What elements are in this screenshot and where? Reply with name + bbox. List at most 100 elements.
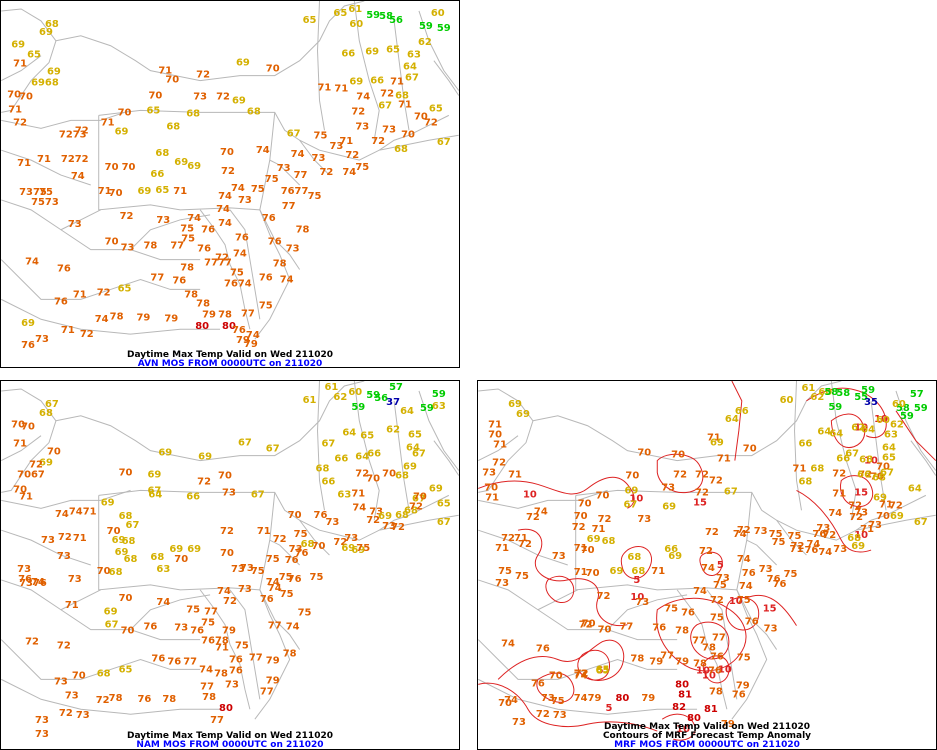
station-temp-value: 76	[229, 665, 243, 676]
station-temp-value: 76	[151, 653, 165, 664]
station-temp-value: 78	[109, 693, 123, 704]
station-temp-value: 71	[574, 543, 588, 554]
station-temp-value: 71	[651, 566, 665, 577]
station-temp-value: 55	[854, 392, 868, 403]
station-temp-value: 74	[71, 171, 85, 182]
station-temp-value: 64	[342, 428, 356, 439]
station-temp-value: 65	[27, 50, 41, 61]
station-temp-value: 73	[41, 535, 55, 546]
station-temp-value: 80	[219, 703, 233, 714]
station-temp-value: 74	[352, 502, 366, 513]
anomaly-contour-label: 10	[854, 423, 868, 434]
station-temp-value: 70	[121, 626, 135, 637]
station-temp-value: 76	[235, 233, 249, 244]
station-temp-value: 72	[518, 539, 532, 550]
station-temp-value: 76	[259, 272, 273, 283]
station-temp-value: 73	[35, 715, 49, 726]
station-temp-value: 77	[241, 308, 255, 319]
station-temp-value: 71	[793, 464, 807, 475]
station-temp-value: 70	[105, 237, 119, 248]
station-temp-value: 72	[75, 125, 89, 136]
station-temp-value: 77	[170, 241, 184, 252]
station-temp-value: 74	[266, 577, 280, 588]
station-temp-value: 73	[382, 521, 396, 532]
station-temp-value: 76	[268, 237, 282, 248]
station-temp-value: 73	[329, 141, 343, 152]
station-temp-value: 75	[713, 580, 727, 591]
station-temp-value: 78	[709, 686, 723, 697]
station-temp-value: 70	[105, 162, 119, 173]
station-temp-value: 69	[873, 492, 887, 503]
station-temp-value: 70	[19, 91, 33, 102]
station-temp-value: 74	[280, 274, 294, 285]
station-temp-value: 75	[266, 554, 280, 565]
station-temp-value: 75	[298, 608, 312, 619]
station-temp-value: 73	[238, 584, 252, 595]
station-temp-value: 60	[892, 399, 906, 410]
station-temp-value: 75	[265, 174, 279, 185]
station-temp-value: 70	[413, 491, 427, 502]
station-temp-value: 7376	[19, 578, 47, 589]
station-temp-value: 72	[791, 541, 805, 552]
anomaly-contour-label: 10	[676, 724, 690, 735]
station-temp-value: 73	[222, 487, 236, 498]
station-temp-value: 60	[818, 387, 832, 398]
station-temp-value: 70	[109, 188, 123, 199]
station-temp-value: 7375	[19, 187, 47, 198]
station-temp-value: 74	[806, 539, 820, 550]
station-temp-value: 72	[699, 546, 713, 557]
station-temp-value: 70	[218, 470, 232, 481]
station-temp-value: 69	[158, 448, 172, 459]
station-temp-value: 72	[220, 526, 234, 537]
station-temp-value: 76	[531, 678, 545, 689]
station-temp-value: 70	[148, 90, 162, 101]
station-temp-value: 68	[395, 90, 409, 101]
station-temp-value: 76	[167, 656, 181, 667]
station-temp-value: 67	[126, 520, 140, 531]
anomaly-contour-label: 10	[874, 414, 888, 425]
anomaly-contour-label: 5	[633, 575, 640, 586]
station-temp-value: 72	[333, 537, 347, 548]
station-temp-value: 70	[414, 111, 428, 122]
station-temp-value: 58	[836, 388, 850, 399]
station-temp-value: 73	[325, 517, 339, 528]
anomaly-contour-label: 15	[854, 487, 868, 498]
station-temp-value: 70	[578, 498, 592, 509]
station-temp-value: 74	[216, 204, 230, 215]
station-temp-value: 80	[195, 321, 209, 332]
station-temp-value: 79	[588, 693, 602, 704]
station-temp-value: 67	[251, 489, 265, 500]
station-temp-value: 80	[615, 693, 629, 704]
station-temp-value: 66	[735, 406, 749, 417]
station-temp-value: 79	[641, 693, 655, 704]
station-temp-value: 72	[848, 500, 862, 511]
station-temp-value: 77	[282, 201, 296, 212]
anomaly-contour-label: 10	[523, 489, 537, 500]
station-temp-value: 59	[900, 411, 914, 422]
station-temp-value: 75	[308, 191, 322, 202]
station-temp-value: 74	[701, 563, 715, 574]
station-temp-value: 72	[273, 534, 287, 545]
station-temp-value: 73	[382, 124, 396, 135]
station-temp-value: 68	[39, 408, 53, 419]
station-temp-value: 72	[536, 709, 550, 720]
station-temp-value: 69	[668, 551, 682, 562]
station-temp-value: 71	[61, 325, 75, 336]
station-temp-value: 35	[864, 397, 878, 408]
station-temp-value: 67	[845, 449, 859, 460]
station-temp-value: 74	[31, 577, 45, 588]
station-temp-value: 67	[45, 399, 59, 410]
station-temp-value: 77	[200, 681, 214, 692]
station-temp-value: 73	[174, 623, 188, 634]
station-temp-value: 72	[97, 287, 111, 298]
station-temp-value: 72	[57, 641, 71, 652]
station-temp-value: 68	[122, 536, 136, 547]
station-temp-value: 73	[661, 482, 675, 493]
station-temp-value: 69	[115, 547, 129, 558]
station-temp-value: 64	[148, 489, 162, 500]
station-temp-value: 66	[857, 469, 871, 480]
station-temp-value: 74	[737, 554, 751, 565]
station-temp-value: 78	[283, 649, 297, 660]
